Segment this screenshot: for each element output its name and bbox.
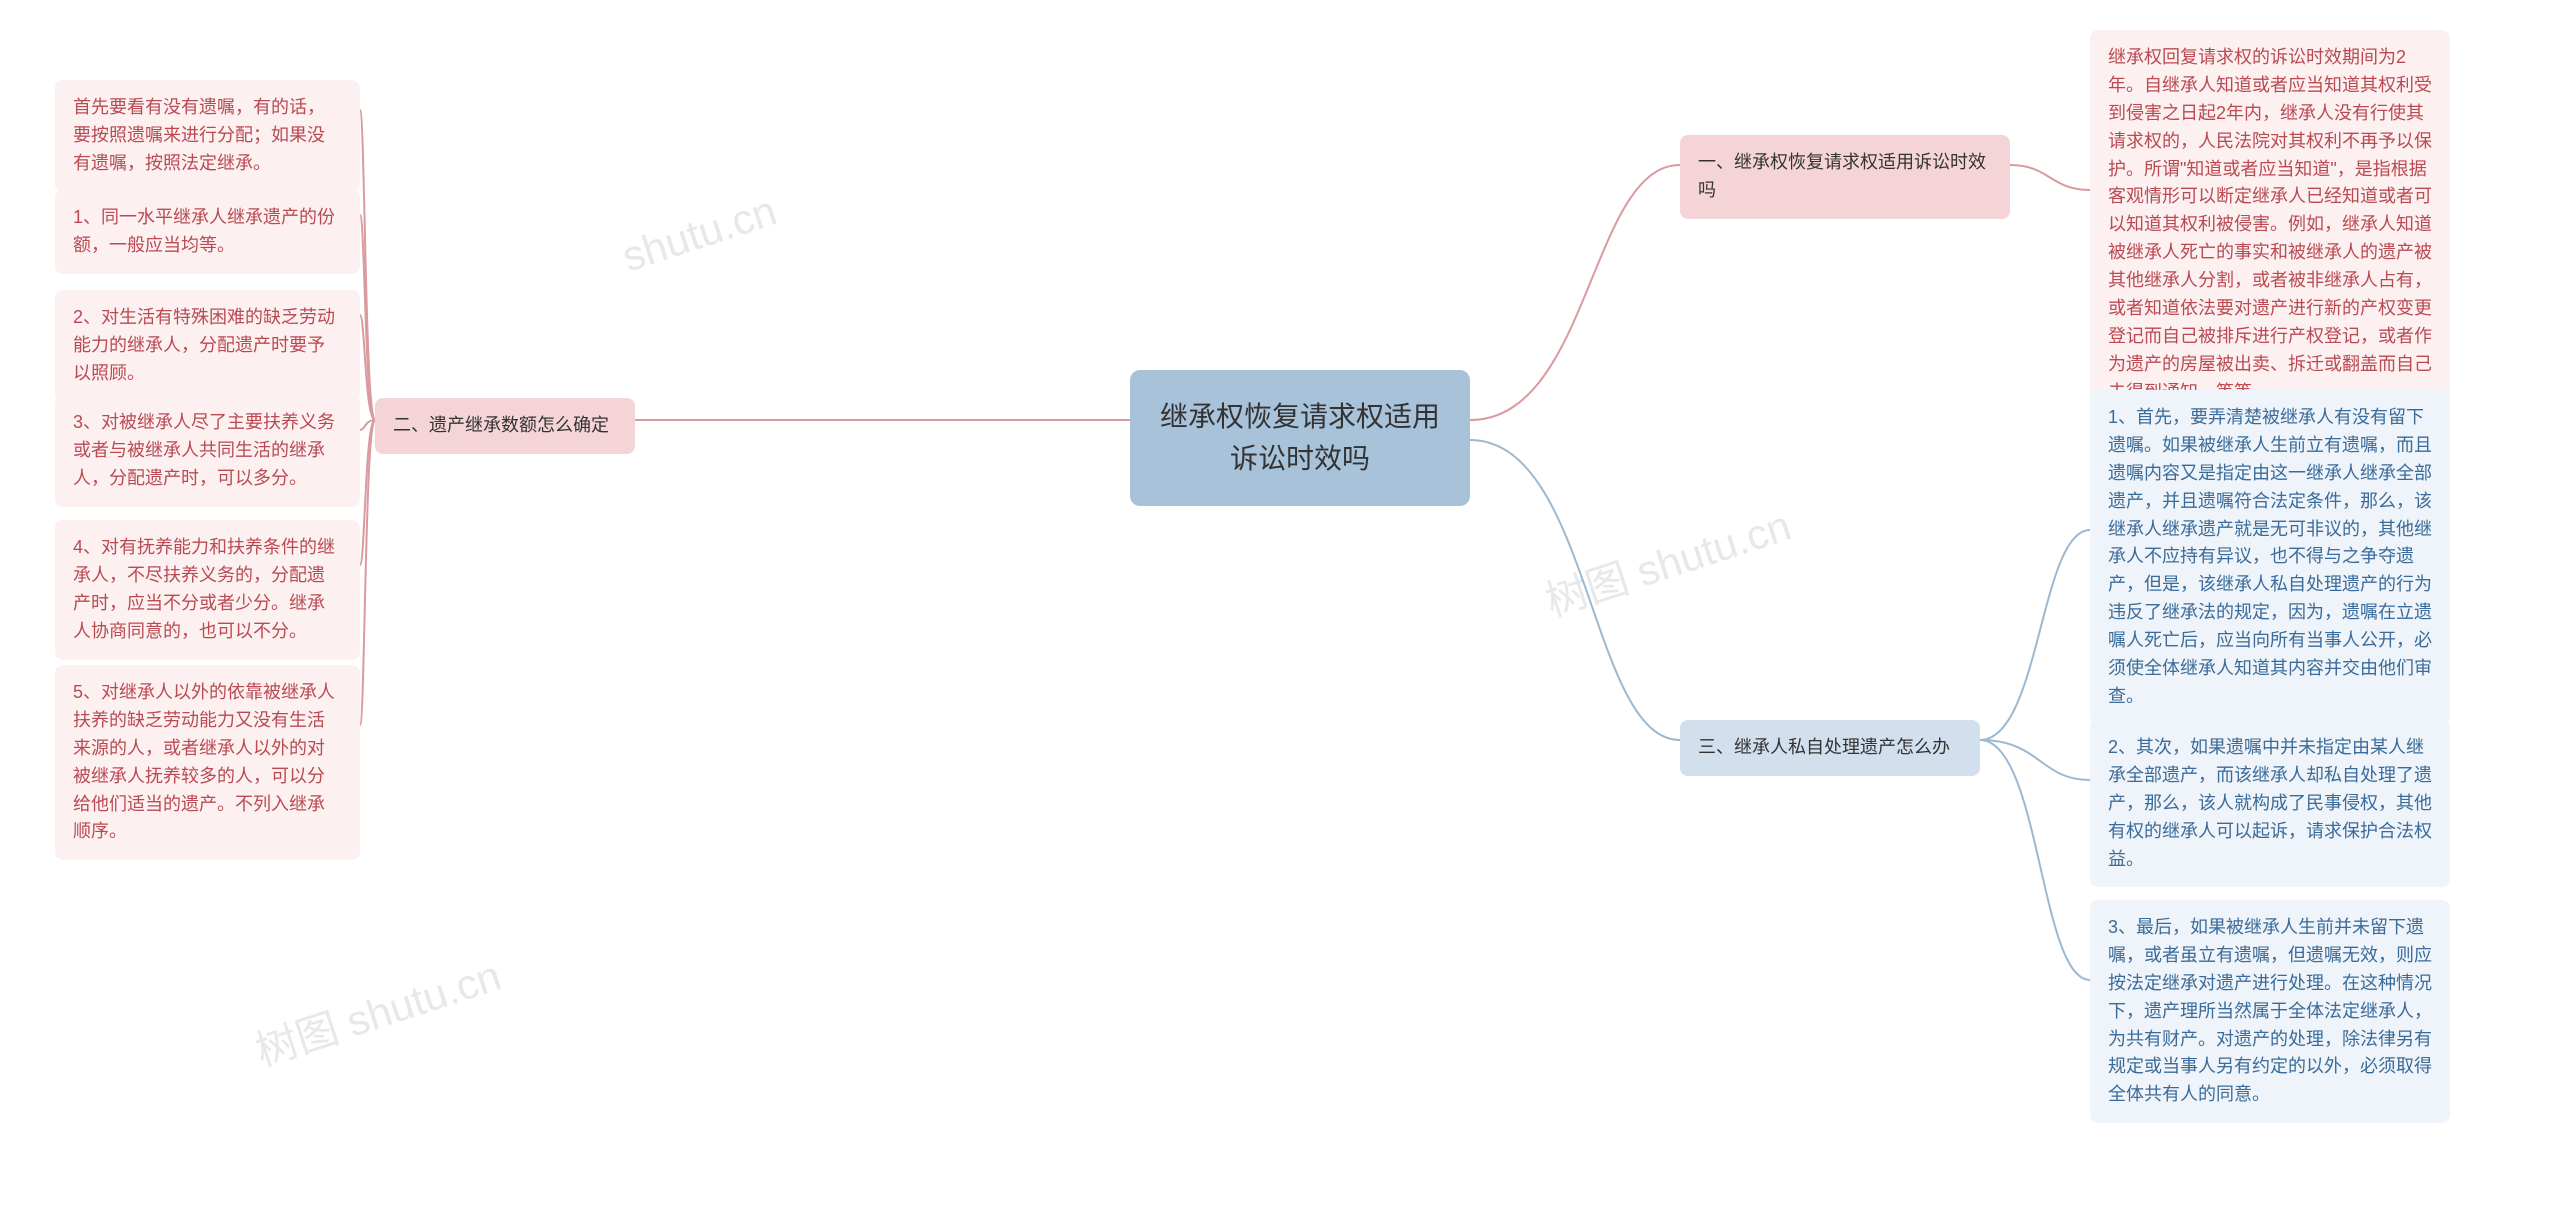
center-node: 继承权恢复请求权适用诉讼时效吗 — [1130, 370, 1470, 506]
leaf-text: 4、对有抚养能力和扶养条件的继承人，不尽扶养义务的，分配遗产时，应当不分或者少分… — [73, 537, 335, 641]
leaf-node: 3、最后，如果被继承人生前并未留下遗嘱，或者虽立有遗嘱，但遗嘱无效，则应按法定继… — [2090, 900, 2450, 1123]
watermark: shutu.cn — [616, 187, 782, 282]
leaf-text: 5、对继承人以外的依靠被继承人扶养的缺乏劳动能力又没有生活来源的人，或者继承人以… — [73, 682, 335, 841]
branch-text: 一、继承权恢复请求权适用诉讼时效吗 — [1698, 152, 1986, 200]
branch-node-3: 三、继承人私自处理遗产怎么办 — [1680, 720, 1980, 776]
leaf-node: 5、对继承人以外的依靠被继承人扶养的缺乏劳动能力又没有生活来源的人，或者继承人以… — [55, 665, 360, 860]
leaf-text: 3、最后，如果被继承人生前并未留下遗嘱，或者虽立有遗嘱，但遗嘱无效，则应按法定继… — [2108, 917, 2432, 1104]
leaf-text: 2、对生活有特殊困难的缺乏劳动能力的继承人，分配遗产时要予以照顾。 — [73, 307, 335, 383]
leaf-node: 4、对有抚养能力和扶养条件的继承人，不尽扶养义务的，分配遗产时，应当不分或者少分… — [55, 520, 360, 660]
branch-node-2: 二、遗产继承数额怎么确定 — [375, 398, 635, 454]
leaf-text: 继承权回复请求权的诉讼时效期间为2年。自继承人知道或者应当知道其权利受到侵害之日… — [2108, 47, 2432, 402]
leaf-text: 首先要看有没有遗嘱，有的话，要按照遗嘱来进行分配；如果没有遗嘱，按照法定继承。 — [73, 97, 325, 173]
watermark: 树图 shutu.cn — [247, 942, 508, 1079]
leaf-node: 1、同一水平继承人继承遗产的份额，一般应当均等。 — [55, 190, 360, 274]
leaf-text: 1、同一水平继承人继承遗产的份额，一般应当均等。 — [73, 207, 335, 255]
branch-text: 二、遗产继承数额怎么确定 — [393, 415, 609, 435]
leaf-text: 1、首先，要弄清楚被继承人有没有留下遗嘱。如果被继承人生前立有遗嘱，而且遗嘱内容… — [2108, 407, 2432, 706]
leaf-text: 3、对被继承人尽了主要扶养义务或者与被继承人共同生活的继承人，分配遗产时，可以多… — [73, 412, 335, 488]
leaf-node: 3、对被继承人尽了主要扶养义务或者与被继承人共同生活的继承人，分配遗产时，可以多… — [55, 395, 360, 507]
leaf-text: 2、其次，如果遗嘱中并未指定由某人继承全部遗产，而该继承人却私自处理了遗产，那么… — [2108, 737, 2432, 869]
leaf-node: 2、其次，如果遗嘱中并未指定由某人继承全部遗产，而该继承人却私自处理了遗产，那么… — [2090, 720, 2450, 887]
branch-text: 三、继承人私自处理遗产怎么办 — [1698, 737, 1950, 757]
branch-node-1: 一、继承权恢复请求权适用诉讼时效吗 — [1680, 135, 2010, 219]
center-text: 继承权恢复请求权适用诉讼时效吗 — [1160, 401, 1440, 474]
watermark: 树图 shutu.cn — [1537, 492, 1798, 629]
leaf-node: 首先要看有没有遗嘱，有的话，要按照遗嘱来进行分配；如果没有遗嘱，按照法定继承。 — [55, 80, 360, 192]
leaf-node: 1、首先，要弄清楚被继承人有没有留下遗嘱。如果被继承人生前立有遗嘱，而且遗嘱内容… — [2090, 390, 2450, 725]
leaf-node: 2、对生活有特殊困难的缺乏劳动能力的继承人，分配遗产时要予以照顾。 — [55, 290, 360, 402]
leaf-node: 继承权回复请求权的诉讼时效期间为2年。自继承人知道或者应当知道其权利受到侵害之日… — [2090, 30, 2450, 421]
